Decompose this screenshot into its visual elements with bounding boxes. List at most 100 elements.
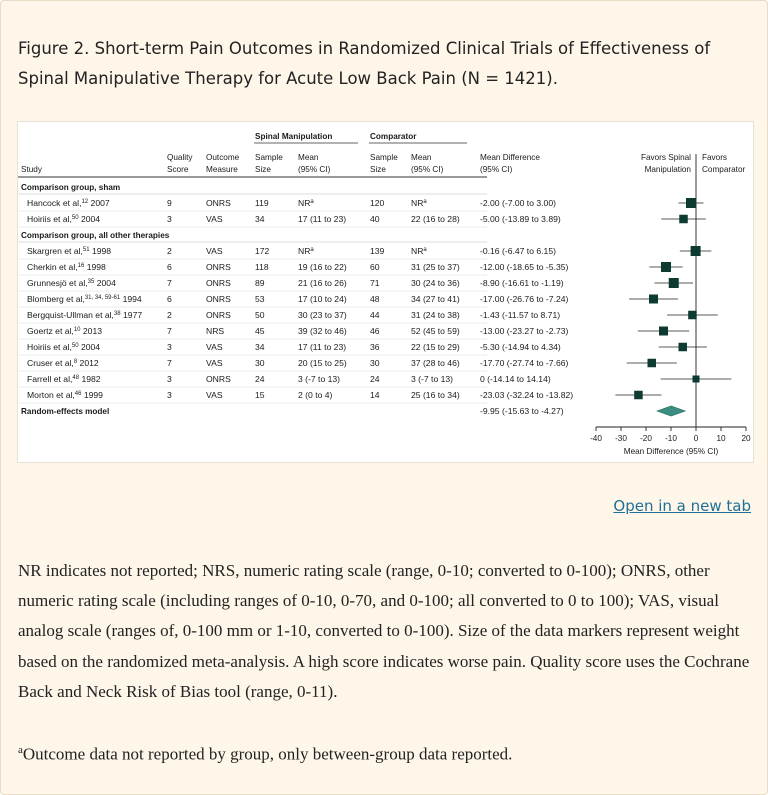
co-sample-size: 46 <box>370 326 380 336</box>
x-tick-label: -20 <box>640 434 652 443</box>
study-name: Cruser et al,8 2012 <box>27 358 99 368</box>
footnote-text: Outcome data not reported by group, only… <box>22 744 513 764</box>
study-name-ref: 10 <box>74 327 81 333</box>
co-sample-size: 40 <box>370 214 380 224</box>
sp-sample-size: 118 <box>255 262 269 272</box>
study-name-ref: 35 <box>88 279 95 285</box>
study-name: Blomberg et al,31, 34, 59-61 1994 <box>27 294 142 304</box>
header-sp-mean-line2: (95% CI) <box>298 165 331 174</box>
effect-marker <box>649 294 658 304</box>
sp-sample-size: 30 <box>255 358 265 368</box>
co-sample-size: 60 <box>370 262 380 272</box>
quality-score: 6 <box>167 262 172 272</box>
co-mean: NRa <box>411 198 427 208</box>
effect-marker <box>661 262 671 272</box>
co-mean: 31 (24 to 38) <box>411 310 460 320</box>
effect-marker <box>647 358 656 368</box>
study-name-tail: 2013 <box>81 326 103 336</box>
sp-mean: 3 (-7 to 13) <box>298 374 340 384</box>
effect-marker <box>678 342 687 352</box>
sp-mean: 17 (11 to 23) <box>298 214 346 224</box>
study-name-tail: 2004 <box>79 342 101 352</box>
study-name-ref: 8 <box>74 359 78 365</box>
study-name-ref: 50 <box>72 343 79 349</box>
co-mean-ref: a <box>423 247 427 253</box>
co-sample-size: 36 <box>370 342 380 352</box>
study-name-tail: 2004 <box>79 214 101 224</box>
header-co-size-line2: Size <box>370 165 386 174</box>
study-name: Grunnesjö et al,35 2004 <box>27 278 116 288</box>
quality-score: 9 <box>167 198 172 208</box>
figure-notes: NR indicates not reported; NRS, numeric … <box>18 561 750 701</box>
study-name: Bergquist-Ullman et al,38 1977 <box>27 310 142 320</box>
outcome-measure: VAS <box>206 342 223 352</box>
outcome-measure: ONRS <box>206 262 231 272</box>
x-tick-label: -40 <box>590 434 602 443</box>
co-sample-size: 120 <box>370 198 385 208</box>
co-mean: 22 (15 to 29) <box>411 342 460 352</box>
study-name-tail: 2004 <box>94 278 116 288</box>
outcome-measure: VAS <box>206 390 223 400</box>
header-sp-size-line2: Size <box>255 165 271 174</box>
quality-score: 2 <box>167 246 172 256</box>
sp-mean-ref: a <box>310 199 314 205</box>
mean-difference: -2.00 (-7.00 to 3.00) <box>480 198 556 208</box>
header-outcome-line2: Measure <box>206 165 238 174</box>
group-label: Comparison group, all other therapies <box>21 231 170 240</box>
favors-right-line2: Comparator <box>702 165 746 174</box>
outcome-measure: VAS <box>206 246 223 256</box>
study-name-tail: 2012 <box>77 358 99 368</box>
study-name-ref: 51 <box>83 247 90 253</box>
sp-sample-size: 24 <box>255 374 265 384</box>
sp-sample-size: 50 <box>255 310 265 320</box>
forest-plot: Spinal Manipulation Comparator Study Qualit… <box>18 132 751 456</box>
x-tick-label: 0 <box>694 434 699 443</box>
study-name-ref: 50 <box>72 215 79 221</box>
study-name-ref: 16 <box>78 263 85 269</box>
mean-difference: -8.90 (-16.61 to -1.19) <box>480 278 564 288</box>
study-name-tail: 1982 <box>79 374 101 384</box>
header-diff-line1: Mean Difference <box>480 153 540 162</box>
header-study: Study <box>21 165 43 174</box>
mean-difference: -17.70 (-27.74 to -7.66) <box>480 358 569 368</box>
open-in-new-tab-link[interactable]: Open in a new tab <box>613 497 751 515</box>
header-quality-line2: Score <box>167 165 189 174</box>
sp-sample-size: 45 <box>255 326 265 336</box>
co-sample-size: 14 <box>370 390 380 400</box>
sp-mean: 2 (0 to 4) <box>298 390 333 400</box>
sp-mean: 19 (16 to 22) <box>298 262 347 272</box>
sp-sample-size: 172 <box>255 246 270 256</box>
footnote: aOutcome data not reported by group, onl… <box>18 736 753 769</box>
quality-score: 7 <box>167 326 172 336</box>
mean-difference: -13.00 (-23.27 to -2.73) <box>480 326 569 336</box>
sp-mean-ref: a <box>310 247 314 253</box>
mean-difference: -5.30 (-14.94 to 4.34) <box>480 342 561 352</box>
effect-marker <box>679 214 688 224</box>
co-mean: 37 (28 to 46) <box>411 358 460 368</box>
mean-difference: 0 (-14.14 to 14.14) <box>480 374 551 384</box>
study-name: Hoiriis et al,50 2004 <box>27 342 100 352</box>
study-name: Skargren et al,51 1998 <box>27 246 111 256</box>
sp-mean: 17 (10 to 24) <box>298 294 347 304</box>
x-tick-label: 10 <box>716 434 726 443</box>
study-name: Hoiriis et al,50 2004 <box>27 214 100 224</box>
header-co-mean-line1: Mean <box>411 153 432 162</box>
mean-difference: -12.00 (-18.65 to -5.35) <box>480 262 569 272</box>
effect-marker <box>659 326 668 336</box>
study-name-tail: 1998 <box>84 262 106 272</box>
header-quality-line1: Quality <box>167 153 193 162</box>
effect-marker <box>690 246 701 256</box>
study-name-ref: 46 <box>75 391 82 397</box>
header-co-mean-line2: (95% CI) <box>411 165 444 174</box>
effect-marker <box>688 310 697 320</box>
footnote-mark: a <box>18 744 23 756</box>
header-outcome-line1: Outcome <box>206 153 240 162</box>
header-diff-line2: (95% CI) <box>480 165 513 174</box>
effect-marker <box>634 390 643 400</box>
x-tick-label: -10 <box>665 434 677 443</box>
quality-score: 7 <box>167 278 172 288</box>
study-name-tail: 1994 <box>120 294 142 304</box>
mean-difference: -17.00 (-26.76 to -7.24) <box>480 294 569 304</box>
sp-sample-size: 119 <box>255 198 269 208</box>
